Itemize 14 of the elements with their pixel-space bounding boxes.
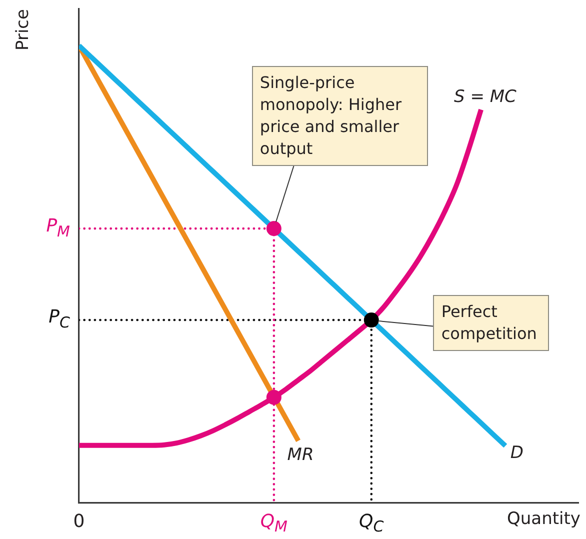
x-tick-label: Q$_{M}$ — [260, 511, 288, 537]
x-axis-title: Quantity — [507, 509, 580, 529]
annotation: Single-price monopoly: Higher price and smaller output — [260, 72, 402, 158]
series-label: S = MC — [454, 86, 516, 107]
callout-box: Single-price monopoly: Higher price and smaller output — [252, 66, 428, 166]
annotation: P$_{M}$ — [46, 215, 70, 241]
x-tick-label: 0 — [73, 511, 85, 532]
x-tick-label: Q$_{C}$ — [359, 511, 384, 537]
y-axis-title: Price — [13, 9, 33, 50]
series-label: MR — [287, 444, 314, 465]
series-label: D — [510, 442, 524, 463]
annotation: Perfect competition — [441, 302, 537, 344]
callout-box: Perfect competition — [433, 295, 550, 352]
annotation: P$_{C}$ — [48, 306, 70, 332]
